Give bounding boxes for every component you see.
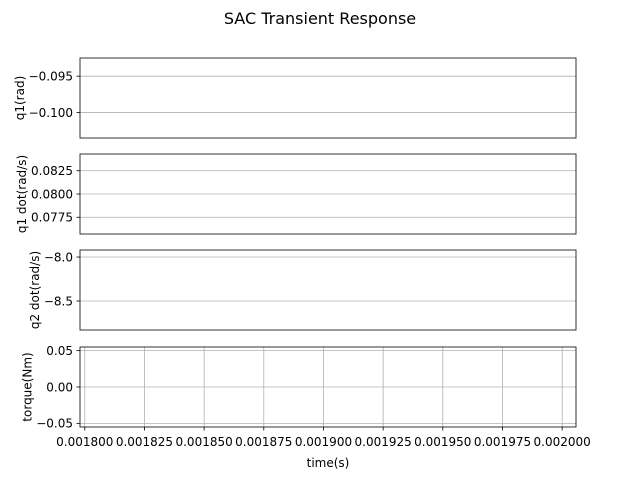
y-tick-label: 0.0800 bbox=[31, 187, 73, 201]
subplot-4: 0.050.00−0.050.001800 0.001825 0.001850 0.0… bbox=[20, 344, 590, 470]
y-axis-label: torque(Nm) bbox=[20, 352, 34, 421]
y-tick-label: −0.100 bbox=[29, 106, 73, 120]
x-tick-label: 0.001800 bbox=[56, 435, 113, 449]
axes-frame bbox=[79, 346, 577, 428]
x-tick-label: 0.001850 bbox=[175, 435, 232, 449]
y-tick-label: 0.00 bbox=[46, 380, 73, 394]
y-tick-label: 0.05 bbox=[46, 344, 73, 358]
y-tick-label: −8.5 bbox=[44, 294, 73, 308]
x-tick-label: 0.001925 bbox=[355, 435, 412, 449]
x-tick-label: 0.001825 bbox=[116, 435, 173, 449]
y-axis-label: q2 dot(rad/s) bbox=[28, 251, 42, 329]
axes-frame bbox=[79, 249, 577, 331]
x-tick-label: 0.001875 bbox=[235, 435, 292, 449]
subplot-3: −8.0 −8.5q2 dot(rad/s) bbox=[28, 249, 577, 331]
x-tick-label: 0.001900 bbox=[295, 435, 352, 449]
y-axis-label: q1 dot(rad/s) bbox=[15, 155, 29, 233]
y-tick-label: −0.05 bbox=[36, 417, 73, 431]
figure-title: SAC Transient Response bbox=[224, 9, 416, 28]
y-tick-label: 0.0775 bbox=[31, 211, 73, 225]
x-tick-label: 0.001950 bbox=[414, 435, 471, 449]
x-tick-label: 0.001975 bbox=[474, 435, 531, 449]
y-tick-label: −8.0 bbox=[44, 250, 73, 264]
y-tick-label: 0.0825 bbox=[31, 164, 73, 178]
x-tick-label: 0.002000 bbox=[534, 435, 591, 449]
axes-frame bbox=[79, 57, 577, 139]
axes-frame bbox=[79, 153, 577, 235]
y-tick-label: −0.095 bbox=[29, 69, 73, 83]
y-axis-label: q1(rad) bbox=[13, 76, 27, 121]
x-axis-label: time(s) bbox=[307, 456, 350, 470]
